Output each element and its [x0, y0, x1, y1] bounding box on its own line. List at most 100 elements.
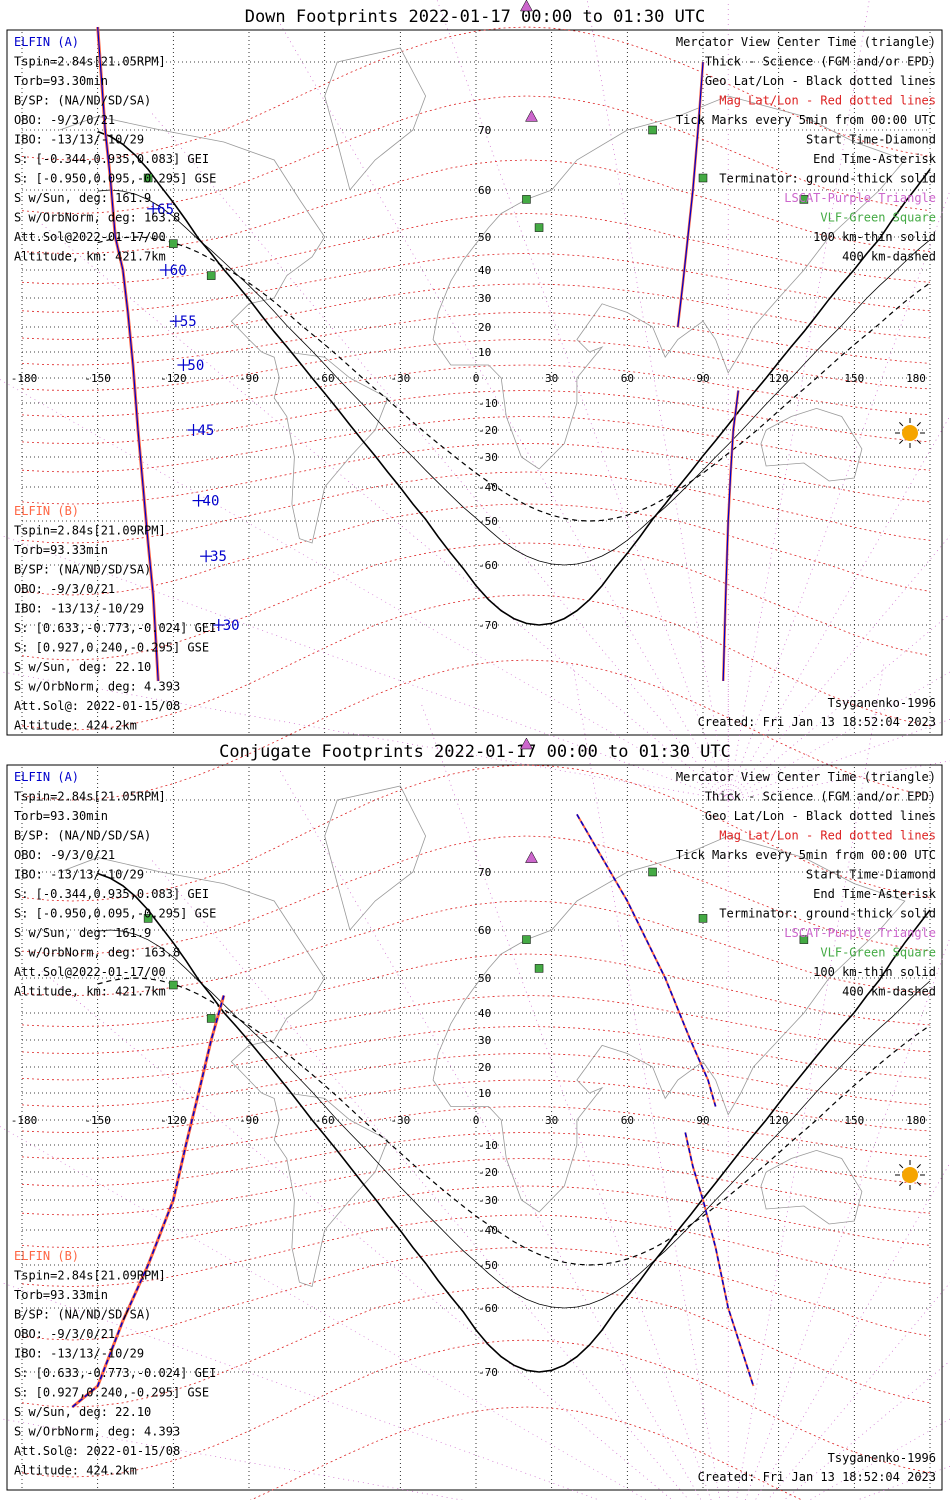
mag-lat-line	[21, 1132, 931, 1187]
lat-tick-label: -60	[478, 559, 498, 572]
conjugate-footprints-panel: Conjugate Footprints 2022-01-17 00:00 to…	[0, 647, 950, 1504]
lon-tick-label: 180	[906, 372, 926, 385]
sun-ray	[899, 422, 904, 427]
mag-lat-line	[21, 1339, 931, 1478]
sun-icon	[902, 1167, 918, 1183]
elfin-b-info-line: S w/OrbNorm, deg: 4.393	[14, 680, 180, 694]
coastline	[324, 47, 427, 191]
mag-lat-line	[21, 443, 931, 505]
elfin-a-info-line: S: [-0.950,0.095,-0.295] GSE	[14, 172, 216, 186]
elfin-a-info-line: Altitude, km: 421.7km	[14, 985, 166, 999]
mag-lat-line	[21, 1106, 931, 1159]
sun-ray	[916, 1164, 921, 1169]
elfin-a-info-line: S w/OrbNorm, deg: 163.8	[14, 946, 180, 960]
track-b-tick-label: 50	[187, 358, 204, 374]
lscat-triangle	[525, 851, 538, 863]
lon-tick-label: -180	[11, 1114, 38, 1127]
elfin-b-info-line: Torb=93.33min	[14, 543, 108, 557]
mag-lat-line	[21, 213, 931, 285]
created-timestamp: Created: Fri Jan 13 18:52:04 2023	[698, 1470, 936, 1484]
sun-ray	[916, 1181, 921, 1186]
elfin-b-info-line: S w/Sun, deg: 22.10	[14, 1405, 151, 1419]
lon-tick-label: -30	[390, 372, 410, 385]
elfin-a-info-line: Att.Sol@2022-01-17/00	[14, 230, 166, 244]
coastline	[59, 857, 389, 1288]
lat-tick-label: -70	[478, 1366, 498, 1379]
coastline	[324, 785, 427, 931]
lon-tick-label: 150	[844, 1114, 864, 1127]
mag-lat-line	[21, 1026, 931, 1081]
lscat-triangle	[520, 0, 533, 12]
lat-tick-label: -60	[478, 1302, 498, 1315]
elfin-a-info-line: S: [-0.950,0.095,-0.295] GSE	[14, 907, 216, 921]
elfin-b-info-line: Altitude: 424.2km	[14, 719, 137, 733]
lon-tick-label: 60	[621, 372, 634, 385]
mag-meridian	[727, 535, 950, 801]
coastline	[760, 407, 863, 482]
lat-tick-label: 10	[478, 346, 491, 359]
mag-meridian	[728, 718, 950, 801]
lon-tick-label: 120	[769, 1114, 789, 1127]
lat-tick-label: -70	[478, 619, 498, 632]
elfin-a-info-line: S w/Sun, deg: 161.9	[14, 191, 151, 205]
mag-lat-line	[21, 1185, 931, 1248]
lon-tick-label: -120	[160, 1114, 187, 1127]
lon-tick-label: 0	[473, 1114, 480, 1127]
vlf-station-square	[522, 935, 531, 944]
track-east	[722, 390, 739, 682]
lon-tick-label: 120	[769, 372, 789, 385]
elfin-b-info-line: S: [0.633,-0.773,-0.024] GEI	[14, 621, 216, 635]
model-name: Tsyganenko-1996	[828, 1451, 936, 1465]
lon-tick-label: -90	[239, 1114, 259, 1127]
vlf-station-square	[522, 195, 531, 204]
mag-meridian	[149, 857, 693, 1504]
lon-tick-label: -150	[84, 1114, 111, 1127]
map-layers	[0, 647, 950, 1504]
terminator-ground	[97, 130, 931, 626]
vlf-station-square	[206, 1014, 216, 1023]
lon-tick-label: -180	[11, 372, 38, 385]
lscat-triangle	[525, 109, 538, 122]
elfin-a-info-line: Tspin=2.84s[21.05RPM]	[14, 55, 166, 69]
mag-meridian	[0, 1281, 612, 1504]
legend-line: Start Time-Diamond	[806, 133, 936, 147]
mag-meridian	[149, 110, 729, 801]
track-a-down	[97, 26, 159, 682]
mag-meridian	[728, 671, 950, 801]
lon-tick-label: 0	[473, 372, 480, 385]
mag-lat-line	[21, 283, 931, 340]
track-b-tick-label: 65	[157, 202, 174, 218]
lon-tick-label: -60	[315, 1114, 335, 1127]
lon-tick-label: -120	[160, 372, 187, 385]
legend-line: Mag Lat/Lon - Red dotted lines	[719, 94, 936, 108]
mag-meridian	[586, 0, 729, 801]
legend-line: 100 km-thin solid	[813, 230, 936, 244]
elfin-a-info-line: OBO: -9/3/0/21	[14, 848, 115, 862]
legend-line: 400 km-dashed	[842, 250, 936, 264]
elfin-b-info-line: ELFIN (B)	[14, 504, 79, 518]
legend-line: End Time-Asterisk	[813, 152, 937, 166]
track-conj-east	[576, 814, 717, 1107]
lat-tick-label: -50	[478, 515, 498, 528]
elfin-b-info-line: Altitude: 424.2km	[14, 1464, 137, 1478]
mag-meridian	[778, 1360, 950, 1504]
track-science-north	[676, 61, 705, 328]
mag-lat-line	[21, 542, 931, 661]
elfin-a-info-line: B/SP: (NA/ND/SD/SA)	[14, 829, 151, 843]
track-b-tick-label: 45	[198, 423, 215, 439]
coastline	[432, 95, 906, 470]
lscat-triangle	[520, 737, 533, 750]
mag-meridian	[752, 1162, 950, 1504]
legend-line: Tick Marks every 5min from 00:00 UTC	[676, 848, 936, 862]
elfin-b-info-line: S w/OrbNorm, deg: 4.393	[14, 1425, 180, 1439]
vlf-station-square	[143, 173, 153, 183]
elfin-a-info-line: Torb=93.30min	[14, 74, 108, 88]
legend-line: Terminator: ground-thick solid	[719, 172, 936, 186]
lon-tick-label: -150	[84, 372, 111, 385]
mag-meridian	[420, 701, 713, 1504]
lat-tick-label: -10	[478, 397, 498, 410]
terminator-ground	[97, 872, 931, 1373]
track-science-east	[721, 390, 740, 682]
